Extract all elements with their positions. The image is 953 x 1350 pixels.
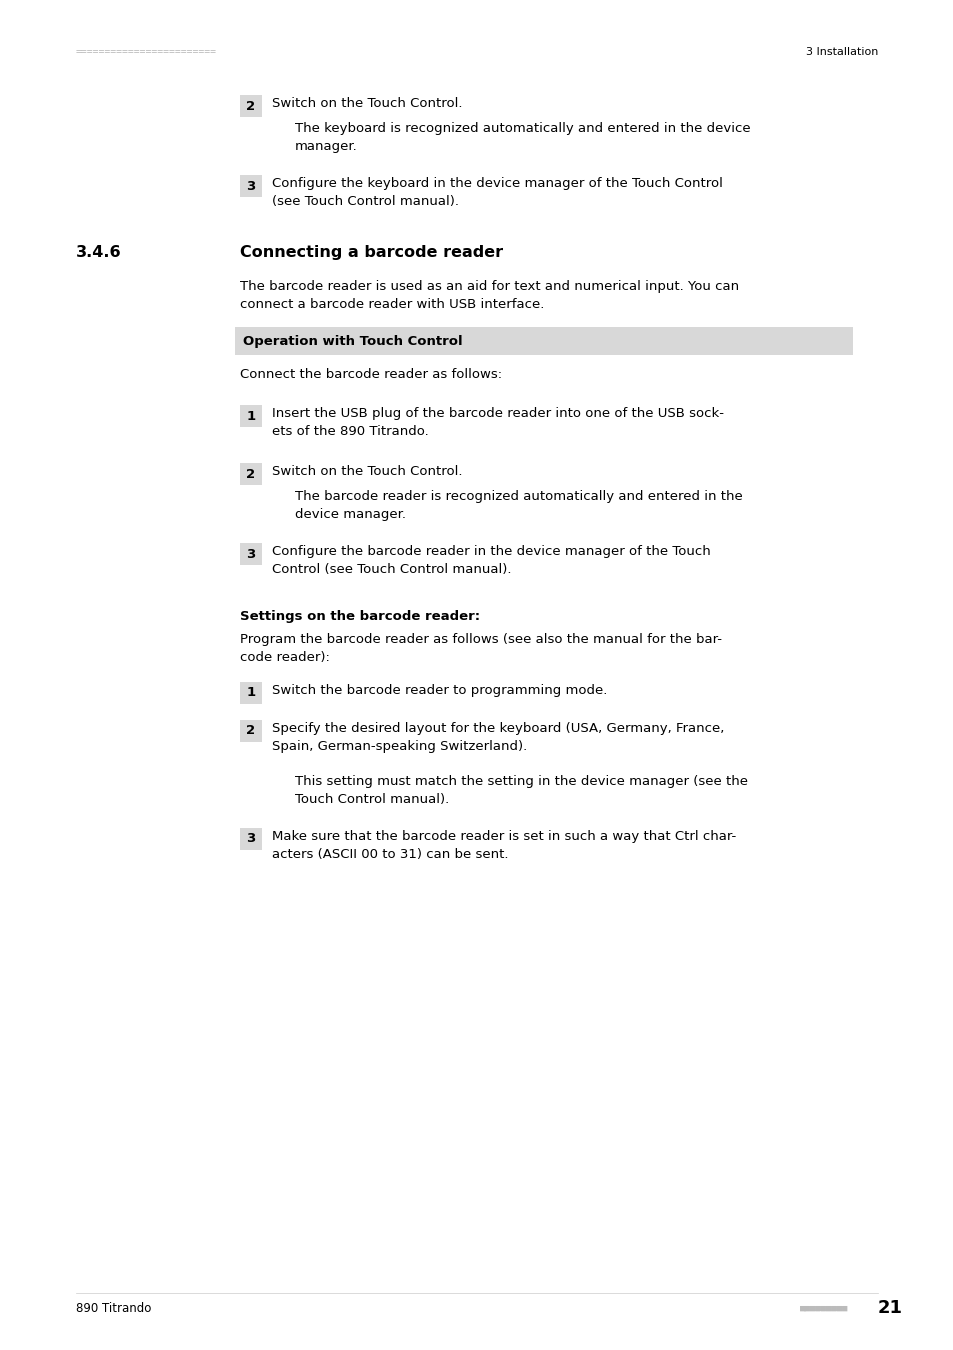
Bar xyxy=(240,543,262,566)
Text: 3.4.6: 3.4.6 xyxy=(76,244,121,261)
Text: 3: 3 xyxy=(246,548,255,560)
Bar xyxy=(240,95,262,117)
Text: Switch on the Touch Control.: Switch on the Touch Control. xyxy=(272,97,462,109)
Text: Insert the USB plug of the barcode reader into one of the USB sock-
ets of the 8: Insert the USB plug of the barcode reade… xyxy=(272,406,723,437)
Text: 3: 3 xyxy=(246,833,255,845)
Text: Configure the keyboard in the device manager of the Touch Control
(see Touch Con: Configure the keyboard in the device man… xyxy=(272,177,722,208)
Bar xyxy=(240,405,262,427)
Text: ■■■■■■■■■: ■■■■■■■■■ xyxy=(800,1304,847,1312)
Text: ========================: ======================== xyxy=(76,47,216,57)
Text: Configure the barcode reader in the device manager of the Touch
Control (see Tou: Configure the barcode reader in the devi… xyxy=(272,545,710,576)
Text: Switch on the Touch Control.: Switch on the Touch Control. xyxy=(272,464,462,478)
Text: Program the barcode reader as follows (see also the manual for the bar-
code rea: Program the barcode reader as follows (s… xyxy=(240,633,721,664)
Text: 890 Titrando: 890 Titrando xyxy=(76,1301,152,1315)
Text: 2: 2 xyxy=(246,100,255,112)
Text: The barcode reader is recognized automatically and entered in the
device manager: The barcode reader is recognized automat… xyxy=(294,490,742,521)
Text: 3: 3 xyxy=(246,180,255,193)
Text: 3 Installation: 3 Installation xyxy=(804,47,877,57)
Text: 21: 21 xyxy=(877,1299,902,1318)
Text: Connect the barcode reader as follows:: Connect the barcode reader as follows: xyxy=(240,369,501,381)
Bar xyxy=(240,463,262,485)
Text: 1: 1 xyxy=(246,409,255,423)
Text: The barcode reader is used as an aid for text and numerical input. You can
conne: The barcode reader is used as an aid for… xyxy=(240,279,739,310)
Text: Settings on the barcode reader:: Settings on the barcode reader: xyxy=(240,610,479,622)
Text: 1: 1 xyxy=(246,687,255,699)
Text: Make sure that the barcode reader is set in such a way that Ctrl char-
acters (A: Make sure that the barcode reader is set… xyxy=(272,830,736,861)
Bar xyxy=(240,828,262,850)
Text: Connecting a barcode reader: Connecting a barcode reader xyxy=(240,244,502,261)
Text: 2: 2 xyxy=(246,467,255,481)
Text: The keyboard is recognized automatically and entered in the device
manager.: The keyboard is recognized automatically… xyxy=(294,122,750,153)
Bar xyxy=(240,682,262,703)
Text: Switch the barcode reader to programming mode.: Switch the barcode reader to programming… xyxy=(272,684,607,697)
Text: Specify the desired layout for the keyboard (USA, Germany, France,
Spain, German: Specify the desired layout for the keybo… xyxy=(272,722,723,753)
Bar xyxy=(240,720,262,743)
Text: 2: 2 xyxy=(246,725,255,737)
Bar xyxy=(234,327,852,355)
Text: This setting must match the setting in the device manager (see the
Touch Control: This setting must match the setting in t… xyxy=(294,775,747,806)
Bar xyxy=(240,176,262,197)
Text: Operation with Touch Control: Operation with Touch Control xyxy=(243,335,462,347)
